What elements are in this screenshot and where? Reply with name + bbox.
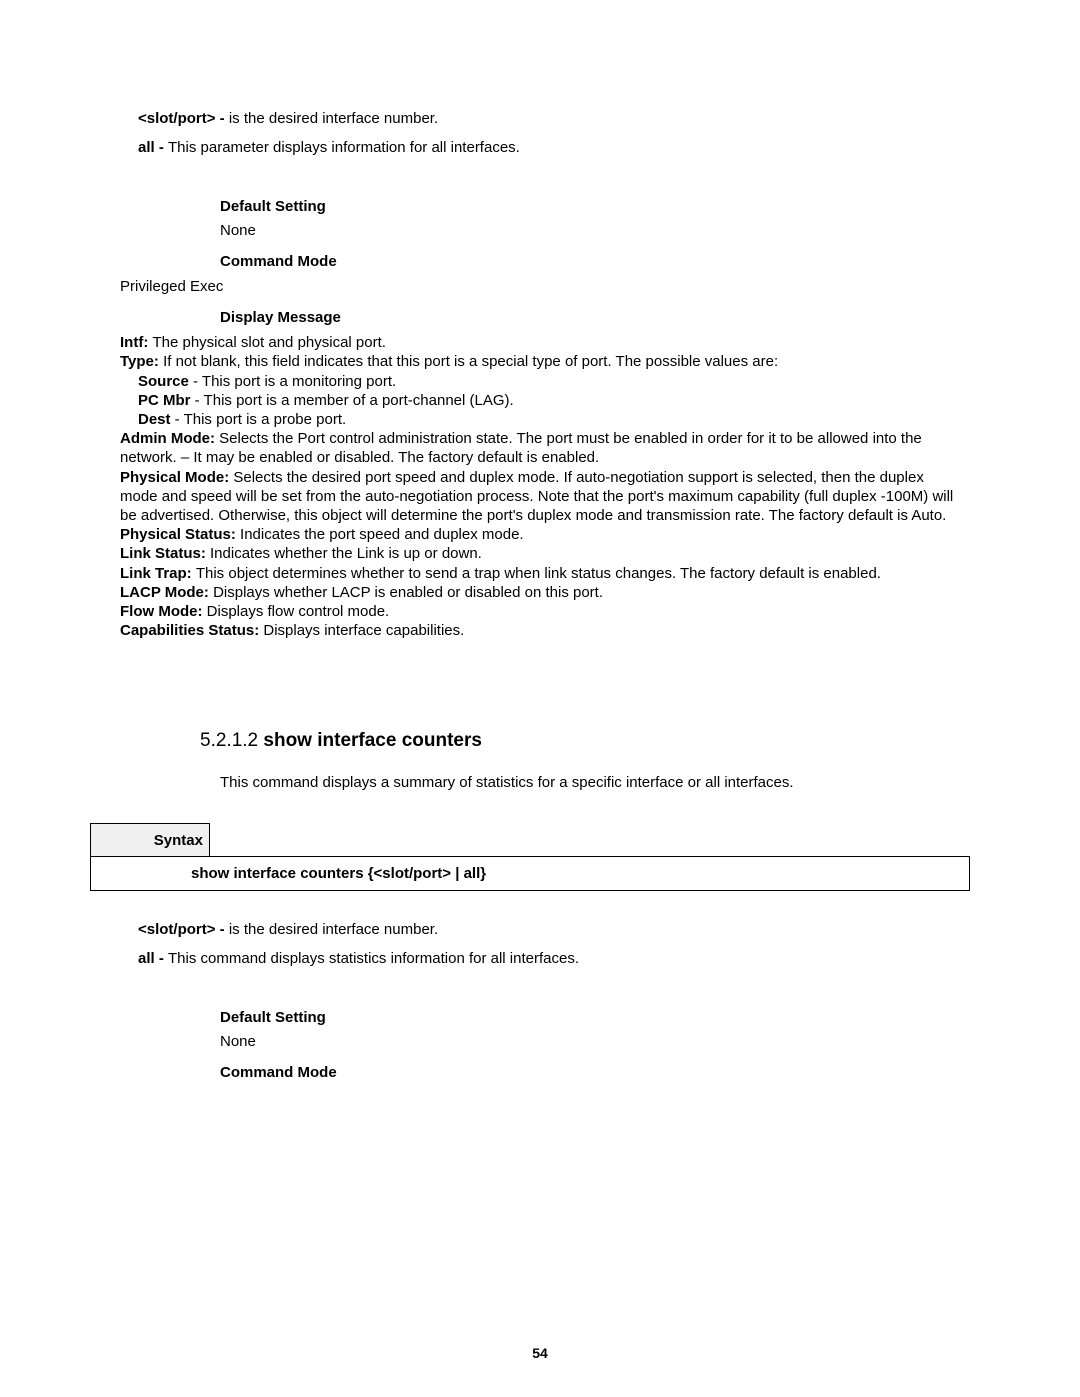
flow-mode-desc: Displays flow control mode. bbox=[207, 603, 390, 620]
section-description: This command displays a summary of stati… bbox=[220, 774, 960, 793]
type-desc: If not blank, this field indicates that … bbox=[163, 353, 778, 370]
flow-line: Flow Mode: Displays flow control mode. bbox=[120, 602, 960, 621]
link-trap-desc: This object determines whether to send a… bbox=[196, 565, 881, 582]
linktrap-line: Link Trap: This object determines whethe… bbox=[120, 564, 960, 583]
page-number: 54 bbox=[0, 1345, 1080, 1361]
capabilities-status-label: Capabilities Status: bbox=[120, 622, 263, 639]
section-number: 5.2.1.2 bbox=[200, 730, 263, 751]
slotport-desc: is the desired interface number. bbox=[229, 110, 438, 127]
display-message-body: Intf: The physical slot and physical por… bbox=[120, 333, 960, 640]
intf-label: Intf: bbox=[120, 334, 152, 351]
default-setting-value: None bbox=[220, 222, 960, 241]
all-label-2: all - bbox=[138, 950, 168, 967]
lacp-line: LACP Mode: Displays whether LACP is enab… bbox=[120, 583, 960, 602]
physical-status-desc: Indicates the port speed and duplex mode… bbox=[240, 526, 524, 543]
command-mode-label-2: Command Mode bbox=[220, 1064, 960, 1083]
command-mode-value: Privileged Exec bbox=[120, 278, 960, 297]
admin-line: Admin Mode: Selects the Port control adm… bbox=[120, 429, 960, 467]
intf-line: Intf: The physical slot and physical por… bbox=[120, 333, 960, 352]
default-setting-label: Default Setting bbox=[220, 198, 960, 217]
slotport-label-2: <slot/port> - bbox=[138, 921, 229, 938]
lacp-mode-desc: Displays whether LACP is enabled or disa… bbox=[213, 584, 603, 601]
syntax-label: Syntax bbox=[154, 832, 203, 849]
intf-desc: The physical slot and physical port. bbox=[152, 334, 385, 351]
link-status-label: Link Status: bbox=[120, 545, 210, 562]
flow-mode-label: Flow Mode: bbox=[120, 603, 207, 620]
all-param: all - This parameter displays informatio… bbox=[138, 139, 960, 158]
source-desc: - This port is a monitoring port. bbox=[189, 373, 396, 390]
pcmbr-desc: - This port is a member of a port-channe… bbox=[191, 392, 514, 409]
section-title: show interface counters bbox=[263, 730, 482, 751]
slotport-label: <slot/port> - bbox=[138, 110, 229, 127]
link-status-desc: Indicates whether the Link is up or down… bbox=[210, 545, 482, 562]
link-trap-label: Link Trap: bbox=[120, 565, 196, 582]
source-line: Source - This port is a monitoring port. bbox=[138, 372, 960, 391]
admin-mode-desc: Selects the Port control administration … bbox=[120, 430, 922, 466]
admin-mode-label: Admin Mode: bbox=[120, 430, 219, 447]
syntax-table: Syntax show interface counters {<slot/po… bbox=[120, 823, 960, 891]
physical-mode-desc: Selects the desired port speed and duple… bbox=[120, 469, 953, 524]
document-page: <slot/port> - is the desired interface n… bbox=[0, 0, 1080, 1397]
display-message-label: Display Message bbox=[220, 309, 960, 328]
default-setting-label-2: Default Setting bbox=[220, 1009, 960, 1028]
default-setting-value-2: None bbox=[220, 1033, 960, 1052]
pcmbr-label: PC Mbr bbox=[138, 392, 191, 409]
slotport-param: <slot/port> - is the desired interface n… bbox=[138, 110, 960, 129]
command-mode-label: Command Mode bbox=[220, 253, 960, 272]
all-param-2: all - This command displays statistics i… bbox=[138, 950, 960, 969]
capabilities-status-desc: Displays interface capabilities. bbox=[263, 622, 464, 639]
slotport-param-2: <slot/port> - is the desired interface n… bbox=[138, 921, 960, 940]
pcmbr-line: PC Mbr - This port is a member of a port… bbox=[138, 391, 960, 410]
slotport-desc-2: is the desired interface number. bbox=[229, 921, 438, 938]
syntax-command: show interface counters {<slot/port> | a… bbox=[191, 865, 486, 882]
dest-line: Dest - This port is a probe port. bbox=[138, 410, 960, 429]
dest-label: Dest bbox=[138, 411, 171, 428]
type-label: Type: bbox=[120, 353, 163, 370]
physstat-line: Physical Status: Indicates the port spee… bbox=[120, 525, 960, 544]
section-heading: 5.2.1.2 show interface counters bbox=[200, 730, 960, 752]
physical-status-label: Physical Status: bbox=[120, 526, 240, 543]
caps-line: Capabilities Status: Displays interface … bbox=[120, 621, 960, 640]
lacp-mode-label: LACP Mode: bbox=[120, 584, 213, 601]
source-label: Source bbox=[138, 373, 189, 390]
all-desc-2: This command displays statistics informa… bbox=[168, 950, 579, 967]
syntax-body-cell: show interface counters {<slot/port> | a… bbox=[90, 856, 970, 891]
linkstat-line: Link Status: Indicates whether the Link … bbox=[120, 544, 960, 563]
physmode-line: Physical Mode: Selects the desired port … bbox=[120, 468, 960, 526]
type-line: Type: If not blank, this field indicates… bbox=[120, 352, 960, 371]
dest-desc: - This port is a probe port. bbox=[171, 411, 347, 428]
syntax-header-cell: Syntax bbox=[90, 823, 210, 857]
physical-mode-label: Physical Mode: bbox=[120, 469, 233, 486]
all-label: all - bbox=[138, 139, 168, 156]
all-desc: This parameter displays information for … bbox=[168, 139, 520, 156]
